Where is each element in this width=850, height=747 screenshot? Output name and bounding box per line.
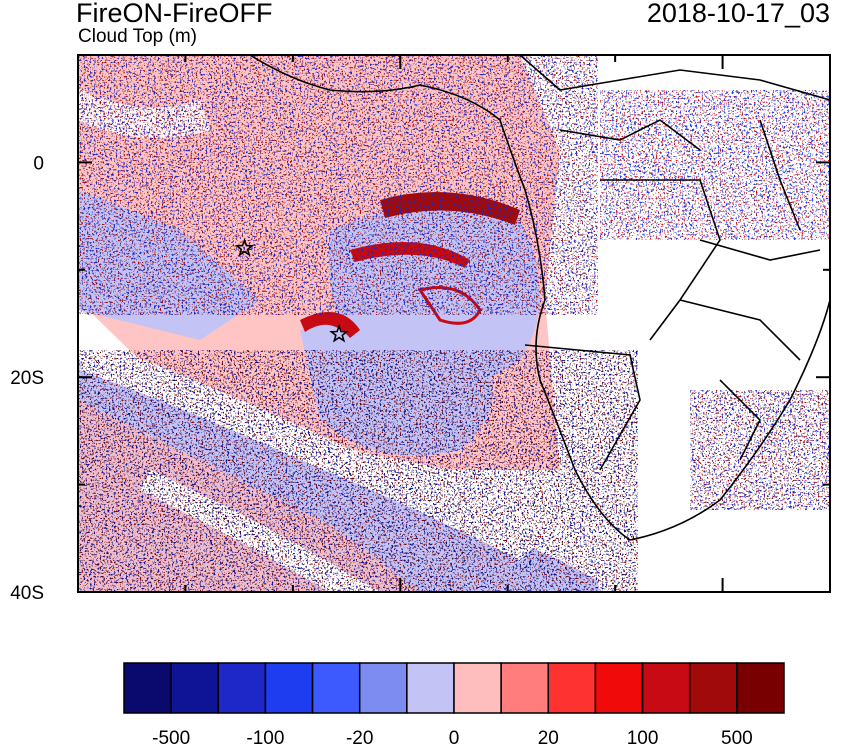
variable-label: Cloud Top (m) (78, 26, 197, 47)
colorbar-label: -500 (152, 728, 190, 747)
lat-tick-label: 20S (10, 368, 44, 389)
latitude-axis: 0 20S 40S (10, 54, 830, 600)
colorbar-swatch (264, 662, 314, 714)
colorbar-swatch (170, 662, 220, 714)
colorbar-swatch (453, 662, 502, 714)
coastline-outlines (249, 55, 830, 541)
lat-tick-label: 0 (33, 153, 44, 174)
colorbar-label: 20 (538, 728, 559, 747)
longitude-axis: 30W030E (77, 55, 831, 592)
colorbar-swatch (311, 662, 361, 714)
plot-title: FireON-FireOFF (76, 0, 273, 28)
map-panel: 0 20S 40S 30W030E (10, 54, 831, 600)
colorbar-swatch (123, 662, 172, 714)
star-marker (234, 238, 255, 257)
star-marker (329, 323, 349, 343)
cloud-top-difference-field (78, 55, 830, 592)
colorbar-swatch (406, 662, 455, 714)
colorbar-swatch (641, 662, 691, 714)
colorbar-swatch (547, 662, 597, 714)
colorbar-label: 100 (627, 728, 659, 747)
colorbar-label: -100 (246, 728, 284, 747)
colorbar-swatch (358, 662, 408, 714)
plot-frame (77, 54, 831, 593)
colorbar-swatch (594, 662, 644, 714)
colorbar-label: 0 (449, 728, 460, 747)
colorbar-swatch (217, 662, 267, 714)
colorbar-swatch (736, 662, 785, 714)
colorbar-swatch (688, 662, 738, 714)
marker-group (234, 238, 349, 343)
timestamp-label: 2018-10-17_03 (646, 0, 830, 28)
colorbar-label: -20 (346, 728, 373, 747)
colorbar-swatch (500, 662, 550, 714)
lat-tick-label: 40S (10, 583, 44, 600)
colorbar-label: 500 (721, 728, 753, 747)
